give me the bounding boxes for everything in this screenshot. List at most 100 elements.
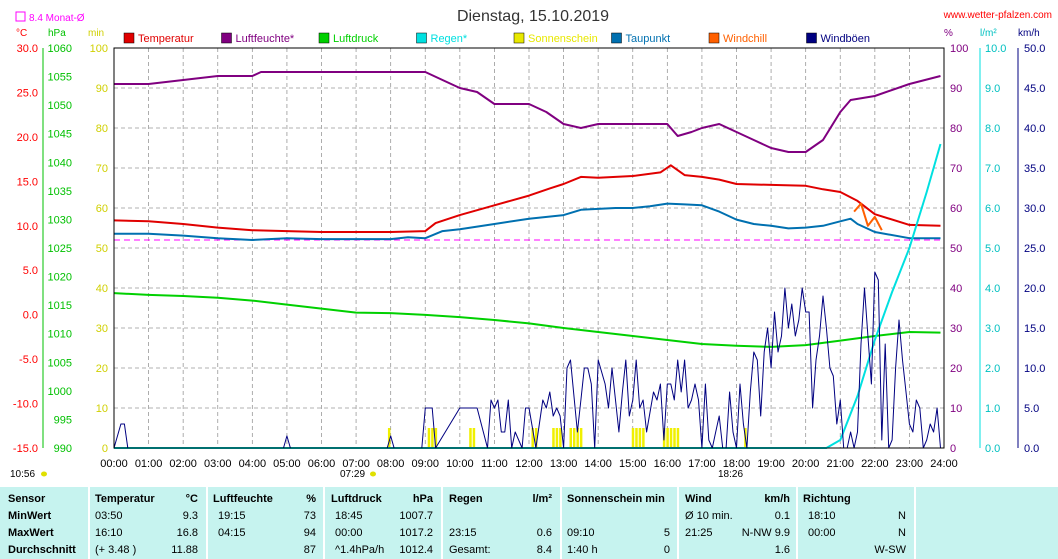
tick-label: 80 [950,123,962,135]
stats-cell-press-val: 1012.4 [399,544,433,556]
legend-swatch [123,32,135,44]
tick-label: 50.0 [1024,43,1045,55]
sunshine-bar [676,428,680,448]
x-tick-label: 23:00 [896,458,924,470]
tick-label: 30.0 [17,43,38,55]
tick-label: 9.0 [985,83,1000,95]
tick-label: 70 [96,163,108,175]
stats-cell-hum-val: 94 [303,527,316,539]
tick-label: 20.0 [17,132,38,144]
x-tick-label: 21:00 [826,458,854,470]
header-hum: Luftfeuchte [213,493,273,505]
unit-min: min [88,28,104,39]
stats-cell-rain-val: 0.6 [536,527,552,539]
tick-label: 10.0 [17,221,38,233]
current-time: 10:56 [10,469,35,480]
legend-swatch [416,32,427,44]
x-tick-label: 08:00 [377,458,405,470]
tick-label: 60 [96,203,108,215]
stats-cell-temp-time: 03:50 [95,510,123,522]
header-wind-unit: km/h [764,493,790,505]
stats-cell-wind-val: 0.1 [774,510,790,522]
tick-label: 15.0 [17,176,38,188]
stats-cell-temp-time: (+ 3.48 ) [95,544,137,556]
tick-label: 5.0 [23,265,38,277]
tick-label: 30 [950,323,962,335]
x-tick-label: 11:00 [481,458,508,470]
site-url: www.wetter-pfalzen.com [943,10,1052,21]
sunshine-bar [434,428,438,448]
tick-label: 0.0 [1024,443,1039,455]
x-tick-label: 17:00 [688,458,716,470]
stats-cell-press-val: 1007.7 [399,510,433,522]
legend-swatch [806,32,817,44]
series-lines [113,71,942,449]
tick-label: 1010 [48,329,72,341]
legend-label: Temperatur [138,33,194,45]
legend-label: Windchill [723,33,767,45]
tick-label: 90 [950,83,962,95]
stats-cell-wind-time: Ø 10 min. [685,510,733,522]
tick-label: 1005 [48,357,72,369]
tick-label: 20 [96,363,108,375]
legend-swatch [318,32,330,44]
tick-label: -15.0 [13,443,38,455]
x-tick-label: 19:00 [757,458,785,470]
tick-label: 60 [950,203,962,215]
tick-label: 1040 [48,157,72,169]
x-tick-label: 15:00 [619,458,647,470]
header-wind: Wind [685,493,712,505]
sunshine-bar [569,428,572,448]
legend: Temperatur Luftfeuchte* Luftdruck Regen* Son… [123,32,870,45]
x-tick-label: 03:00 [204,458,232,470]
tick-label: 2.0 [985,363,1000,375]
header-temp: Temperatur [95,493,155,505]
legend-label: Regen* [431,33,468,45]
sunshine-bar [427,428,431,448]
tick-label: -10.0 [13,399,38,411]
unit-kmh: km/h [1018,28,1040,39]
tick-label: 7.0 [985,163,1000,175]
x-tick-label: 04:00 [239,458,267,470]
sunshine-bar [631,428,635,448]
tick-label: 5.0 [985,243,1000,255]
sunshine-bar [673,428,676,448]
stats-cell-dir-val: N [898,527,906,539]
tick-label: 10.0 [1024,363,1045,375]
sunshine-bar [576,428,579,448]
tick-label: 10.0 [985,43,1006,55]
sunshine-bar [552,428,555,448]
stats-cell-press-time: 00:00 [335,527,363,539]
series-line [113,164,941,233]
x-tick-label: 06:00 [308,458,336,470]
stats-cell-wind-val: N-NW 9.9 [741,527,790,539]
stats-cell-rain-time: Gesamt: [449,544,491,556]
sunshine-bar [555,428,559,448]
stats-cell-hum-val: 73 [303,510,316,522]
sunshine-bar [531,428,534,448]
stats-cell-rain-time: 23:15 [449,527,477,539]
tick-label: 1035 [48,186,72,198]
tick-label: 1000 [48,386,72,398]
header-press-unit: hPa [412,493,433,505]
x-tick-label: 24:00 [930,458,958,470]
x-tick-label: 00:00 [100,458,128,470]
header-sun: Sonnenschein min [567,493,665,505]
header-rain: Regen [449,493,483,505]
chart-title: Dienstag, 15.10.2019 [457,8,609,25]
tick-label: 50 [96,243,108,255]
tick-label: 1015 [48,300,72,312]
sunshine-bar [666,428,669,448]
tick-label: 20.0 [1024,283,1045,295]
grid [114,48,944,448]
header-sensor: Sensor [8,493,46,505]
x-tick-label: 12:00 [515,458,543,470]
tick-label: 990 [54,443,72,455]
x-tick-label: 05:00 [273,458,301,470]
stats-cell-temp-time: 16:10 [95,527,123,539]
tick-label: 8.0 [985,123,1000,135]
sunshine-bar [469,428,472,448]
stats-cell-press-time: ^1.4hPa/h [335,544,385,556]
stats-cell-rain-val: 8.4 [536,544,552,556]
x-tick-label: 20:00 [792,458,820,470]
